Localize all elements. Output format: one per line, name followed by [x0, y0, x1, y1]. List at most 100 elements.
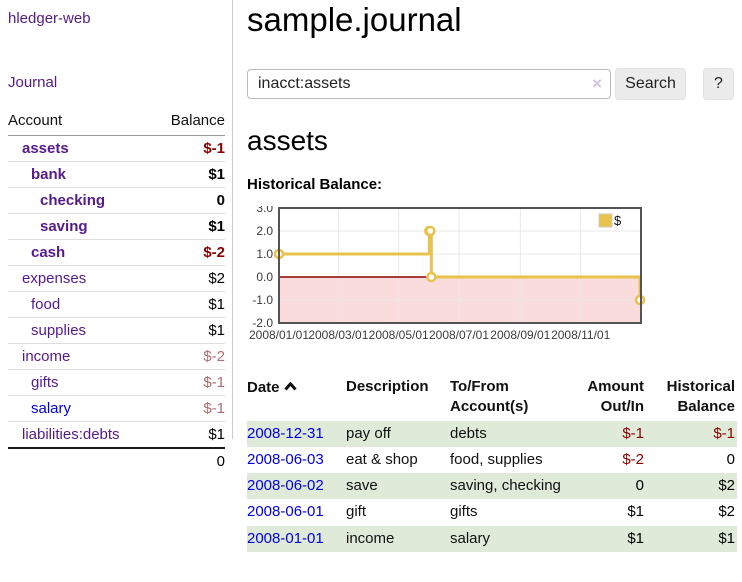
account-balance: $-1: [154, 369, 225, 396]
svg-text:$: $: [614, 213, 622, 228]
sort-ascending-icon: [283, 377, 297, 397]
svg-text:0.0: 0.0: [256, 270, 273, 284]
svg-text:2008/05/01: 2008/05/01: [369, 328, 429, 342]
account-link[interactable]: food: [31, 296, 61, 313]
account-link[interactable]: bank: [31, 166, 67, 183]
register-row: 2008-06-01 gift gifts $1 $2: [247, 499, 737, 525]
register-date-link[interactable]: 2008-06-03: [247, 450, 324, 468]
account-link[interactable]: liabilities:debts: [22, 426, 120, 443]
account-balance: $1: [154, 317, 225, 344]
clear-search-icon[interactable]: ×: [592, 74, 602, 93]
sidebar-item-journal[interactable]: Journal: [8, 74, 58, 91]
account-row: income $-2: [8, 343, 225, 370]
account-link[interactable]: gifts: [31, 374, 59, 391]
help-button[interactable]: ?: [703, 68, 734, 100]
register-accounts: food, supplies: [450, 450, 543, 468]
register-table: Date Description To/From Account(s) Amou…: [247, 374, 737, 552]
register-accounts: saving, checking: [450, 477, 561, 494]
accounts-total-row: 0: [8, 447, 225, 474]
account-balance: $1: [154, 291, 225, 318]
svg-text:2008/09/01: 2008/09/01: [490, 328, 550, 342]
account-link[interactable]: expenses: [22, 270, 87, 287]
account-link[interactable]: assets: [22, 140, 69, 157]
register-amount: $-1: [622, 424, 644, 442]
account-row: checking 0: [8, 187, 225, 214]
register-header-description: Description: [346, 378, 429, 395]
register-table-body: 2008-12-31 pay off debts $-1 $-1 2008-06-03 ea…: [247, 420, 737, 552]
register-amount: $1: [627, 503, 644, 521]
accounts-table: Account Balance assets $-1 bank $1 checking 0…: [8, 108, 225, 474]
account-balance: $-2: [154, 343, 225, 370]
historical-balance-chart: 3.0 2.0 1.0 0.0 -1.0 -2.0 2008/01/01 2008/03/01…: [247, 206, 742, 353]
account-balance: $1: [154, 213, 225, 240]
account-row: expenses $2: [8, 265, 225, 292]
accounts-header-account: Account: [8, 108, 155, 136]
account-row: cash $-2: [8, 239, 225, 266]
search-button[interactable]: Search: [615, 68, 686, 100]
register-description: save: [346, 477, 378, 494]
register-row: 2008-06-02 save saving, checking 0 $2: [247, 473, 737, 500]
register-balance: $2: [718, 503, 735, 521]
svg-text:1.0: 1.0: [256, 247, 273, 261]
account-row: saving $1: [8, 213, 225, 240]
register-row: 2008-12-31 pay off debts $-1 $-1: [247, 420, 737, 447]
register-description: pay off: [346, 424, 391, 442]
account-row: salary $-1: [8, 395, 225, 422]
chart-label: Historical Balance:: [247, 176, 383, 193]
account-balance: $2: [154, 265, 225, 292]
register-balance: 0: [726, 450, 735, 468]
sidebar: hledger-web Journal Account Balance asse…: [0, 0, 233, 582]
svg-text:2008/03/01: 2008/03/01: [308, 328, 368, 342]
account-balance: $-1: [154, 395, 225, 422]
register-description: eat & shop: [346, 450, 418, 468]
register-balance: $1: [718, 529, 735, 547]
svg-text:-1.0: -1.0: [252, 293, 273, 307]
register-amount: $-2: [622, 450, 644, 468]
register-balance: $2: [718, 477, 735, 494]
app-title-link[interactable]: hledger-web: [8, 10, 91, 27]
register-description: gift: [346, 503, 367, 521]
account-link[interactable]: saving: [40, 218, 88, 235]
account-row: assets $-1: [8, 135, 225, 162]
register-row: 2008-06-03 eat & shop food, supplies $-2 0: [247, 447, 737, 473]
account-balance: $-2: [154, 239, 225, 266]
account-balance: 0: [154, 187, 225, 214]
register-header-date[interactable]: Date: [247, 374, 346, 421]
account-heading: assets: [247, 125, 328, 156]
register-accounts: gifts: [450, 503, 478, 521]
account-link[interactable]: supplies: [31, 322, 87, 339]
page-title: sample.journal: [247, 1, 462, 38]
register-date-link[interactable]: 2008-12-31: [247, 424, 324, 442]
register-date-link[interactable]: 2008-06-01: [247, 503, 324, 521]
svg-text:2008/11/01: 2008/11/01: [551, 328, 610, 342]
register-accounts: debts: [450, 424, 487, 442]
register-amount: $1: [627, 529, 644, 547]
register-date-link[interactable]: 2008-01-01: [247, 529, 324, 547]
register-header-amount: Amount Out/In: [587, 378, 644, 416]
sidebar-divider: [232, 0, 233, 439]
svg-text:-2.0: -2.0: [252, 316, 273, 330]
account-row: supplies $1: [8, 317, 225, 344]
accounts-total-value: 0: [154, 447, 225, 474]
register-date-link[interactable]: 2008-06-02: [247, 477, 324, 494]
account-row: liabilities:debts $1: [8, 421, 225, 449]
svg-text:2008/01/01: 2008/01/01: [249, 328, 309, 342]
search-bar: × Search ?: [247, 68, 742, 100]
account-link[interactable]: checking: [40, 192, 106, 209]
register-description: income: [346, 529, 395, 547]
register-balance: $-1: [713, 424, 735, 442]
account-link[interactable]: salary: [31, 400, 72, 417]
register-accounts: salary: [450, 529, 491, 547]
accounts-table-body: assets $-1 bank $1 checking 0 saving $1 cash $-2 e…: [8, 135, 225, 449]
account-row: bank $1: [8, 161, 225, 188]
account-link[interactable]: cash: [31, 244, 66, 261]
svg-text:2008/07/01: 2008/07/01: [429, 328, 489, 342]
svg-text:2.0: 2.0: [256, 224, 273, 238]
accounts-header-balance: Balance: [154, 108, 225, 136]
search-input[interactable]: [247, 69, 611, 99]
register-header-tofrom: To/From Account(s): [450, 378, 529, 416]
main-content: sample.journal × Search ? assets Histori…: [233, 0, 742, 582]
account-link[interactable]: income: [22, 348, 71, 365]
account-balance: $1: [154, 161, 225, 188]
